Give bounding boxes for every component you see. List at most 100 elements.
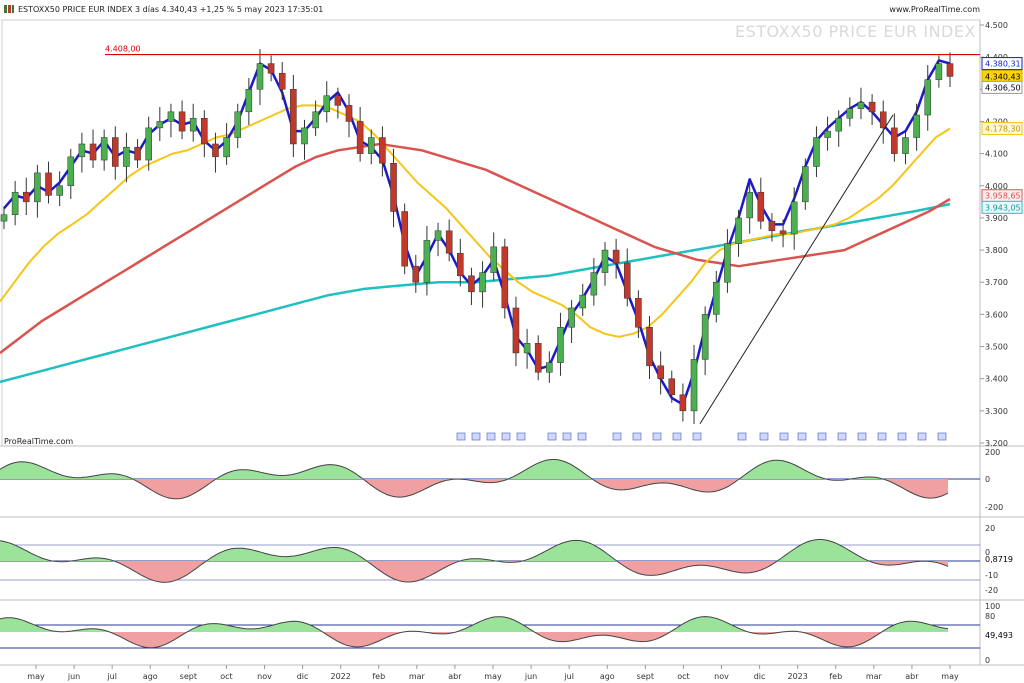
osc2-fill — [93, 557, 96, 561]
osc3-fill — [894, 623, 897, 632]
osc1-fill — [705, 479, 708, 493]
osc3-fill — [687, 620, 690, 632]
osc2-fill — [696, 561, 699, 566]
osc2-fill — [540, 552, 543, 561]
osc3-fill — [153, 632, 156, 648]
osc3-fill — [519, 622, 522, 632]
event-marker-icon — [837, 432, 847, 441]
candle-down — [112, 137, 119, 167]
osc2-fill — [735, 561, 738, 573]
osc1-fill — [483, 479, 486, 483]
osc3-fill — [939, 627, 942, 632]
osc3-fill — [648, 632, 651, 642]
osc2-fill — [327, 547, 330, 561]
osc1-fill — [693, 479, 696, 491]
osc3-fill — [282, 622, 285, 632]
osc2-fill — [309, 551, 312, 561]
candle-up — [601, 249, 609, 273]
osc2-fill — [258, 551, 261, 561]
osc3-fill — [915, 621, 918, 632]
osc2-fill — [795, 546, 798, 561]
event-marker-icon — [486, 432, 496, 441]
last-price-label: 4.340,43 — [985, 72, 1021, 81]
osc2-fill — [711, 561, 714, 567]
osc2-fill — [429, 561, 432, 577]
osc2-fill — [552, 546, 555, 561]
osc3-fill — [564, 632, 567, 642]
osc-tick-label: 100 — [985, 602, 1000, 611]
osc1-fill — [804, 469, 807, 479]
osc1-fill — [660, 479, 663, 483]
osc2-fill — [798, 544, 801, 561]
osc3-fill — [192, 627, 195, 632]
osc2-fill — [300, 554, 303, 561]
osc1-fill — [522, 470, 525, 479]
osc2-fill — [597, 546, 600, 561]
candle-up — [490, 246, 497, 273]
osc2-fill — [747, 561, 750, 573]
osc3-fill — [30, 623, 33, 632]
candlestick-icon — [4, 5, 14, 13]
candle-down — [345, 105, 353, 122]
candle-down — [468, 275, 475, 293]
osc3-fill — [654, 632, 657, 640]
osc3-fill — [147, 632, 150, 648]
osc2-fill — [354, 552, 357, 561]
osc3-fill — [486, 618, 489, 632]
osc3-fill — [930, 624, 933, 632]
osc1-fill — [252, 470, 255, 479]
candle-down — [267, 63, 275, 74]
source-link-top[interactable]: www.ProRealTime.com — [889, 5, 980, 14]
osc-tick-label: 20 — [985, 524, 995, 533]
osc3-fill — [840, 632, 843, 647]
osc3-fill — [711, 617, 714, 632]
osc1-fill — [255, 470, 258, 479]
osc3-fill — [897, 622, 900, 632]
osc1-fill — [570, 464, 573, 479]
osc3-fill — [603, 632, 606, 636]
osc1-fill — [669, 479, 672, 484]
osc1-fill — [312, 467, 315, 479]
osc1-fill — [546, 459, 549, 479]
osc2-fill — [177, 561, 180, 580]
candle-up — [835, 117, 842, 132]
osc3-fill — [216, 623, 219, 632]
osc3-fill — [609, 632, 612, 637]
osc2-fill — [648, 561, 651, 576]
osc2-fill — [279, 556, 282, 561]
osc2-fill — [654, 561, 657, 576]
osc3-fill — [615, 632, 618, 638]
osc1-fill — [609, 479, 612, 489]
osc3-fill — [900, 622, 903, 632]
osc2-fill — [669, 561, 672, 573]
osc2-fill — [678, 561, 681, 570]
osc2-fill — [225, 549, 228, 561]
osc3-fill — [9, 617, 12, 632]
osc2-fill — [852, 552, 855, 561]
osc1-fill — [732, 479, 735, 485]
osc1-fill — [288, 474, 291, 479]
osc3-fill — [501, 616, 504, 632]
osc1-fill — [798, 466, 801, 479]
osc1-fill — [261, 472, 264, 479]
osc3-fill — [909, 621, 912, 632]
osc3-fill — [351, 632, 354, 647]
osc1-fill — [429, 479, 432, 487]
source-link-bottom[interactable]: ProRealTime.com — [4, 437, 74, 446]
candle-up — [234, 111, 241, 138]
candle-up — [323, 95, 331, 113]
time-tick-label: mar — [866, 672, 883, 681]
osc1-fill — [615, 479, 618, 490]
osc1-fill — [42, 466, 45, 479]
osc1-fill — [243, 469, 246, 479]
osc2-fill — [627, 561, 630, 570]
osc2-fill — [879, 561, 882, 565]
osc1-fill — [162, 479, 165, 497]
osc1-fill — [282, 475, 285, 479]
osc3-fill — [837, 632, 840, 647]
osc3-fill — [96, 628, 99, 632]
osc1-fill — [753, 467, 756, 479]
osc1-fill — [309, 468, 312, 479]
osc3-fill — [645, 632, 648, 642]
